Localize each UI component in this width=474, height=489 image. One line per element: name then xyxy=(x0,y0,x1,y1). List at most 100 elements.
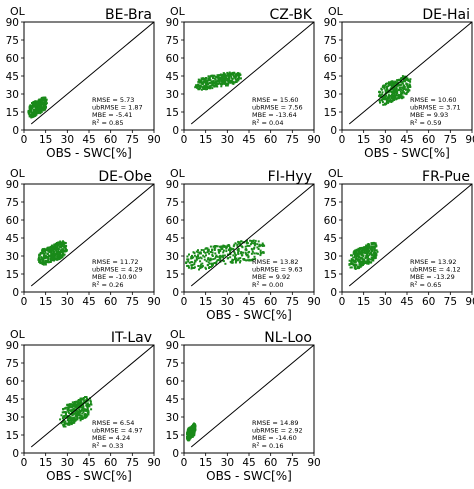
scatter-point xyxy=(379,94,382,97)
scatter-point xyxy=(43,254,46,257)
scatter-point xyxy=(191,264,194,266)
scatter-point xyxy=(189,434,192,437)
x-tick-label: 45 xyxy=(242,296,255,308)
scatter-point xyxy=(401,96,404,99)
scatter-point xyxy=(37,109,40,112)
x-tick-label: 90 xyxy=(147,134,160,146)
scatter-point xyxy=(66,417,69,419)
scatter-point xyxy=(225,247,228,250)
stat-r2: R2 = 0.33 xyxy=(92,441,123,450)
scatter-point xyxy=(215,81,217,83)
scatter-point xyxy=(353,267,356,270)
scatter-point xyxy=(244,251,247,254)
scatter-point xyxy=(35,101,38,104)
scatter-point xyxy=(223,81,226,84)
scatter-point xyxy=(66,404,69,407)
scatter-point xyxy=(200,263,203,266)
scatter-point xyxy=(187,438,190,440)
scatter-point xyxy=(190,432,193,435)
scatter-point xyxy=(57,244,60,247)
scatter-point xyxy=(198,79,201,82)
scatter-point xyxy=(42,259,44,262)
scatter-point xyxy=(401,89,404,92)
scatter-point xyxy=(60,245,63,248)
scatter-point xyxy=(193,429,196,432)
scatter-point xyxy=(215,254,218,257)
scatter-point xyxy=(72,418,74,421)
scatter-point xyxy=(370,256,373,259)
site-title: DE-Obe xyxy=(98,169,152,185)
scatter-point xyxy=(216,255,219,258)
y-tick-label: 30 xyxy=(166,412,179,424)
x-tick-label: 90 xyxy=(147,296,160,308)
scatter-point xyxy=(360,260,363,263)
scatter-point xyxy=(54,244,57,247)
scatter-point xyxy=(41,97,44,100)
x-tick-label: 0 xyxy=(181,134,188,146)
y-tick-label: 45 xyxy=(166,71,179,83)
scatter-point xyxy=(188,433,191,436)
scatter-point xyxy=(62,418,65,421)
one-to-one-line xyxy=(190,183,315,287)
scatter-point xyxy=(32,115,35,118)
scatter-point xyxy=(351,259,354,261)
scatter-point xyxy=(85,396,88,398)
y-tick-label: 45 xyxy=(6,394,19,406)
scatter-point xyxy=(350,260,353,263)
scatter-point xyxy=(257,252,260,255)
site-title: IT-Lav xyxy=(111,330,152,346)
scatter-point xyxy=(404,75,406,78)
scatter-point xyxy=(226,257,229,260)
one-to-one-line xyxy=(30,21,155,125)
one-to-one-line xyxy=(30,344,155,448)
scatter-point xyxy=(216,245,219,248)
scatter-point xyxy=(234,242,237,245)
scatter-point xyxy=(63,411,66,414)
scatter-point xyxy=(235,257,238,260)
scatter-point xyxy=(68,412,71,415)
y-tick-label: 0 xyxy=(172,125,179,137)
stat-line: MBE = -10.90 xyxy=(92,273,137,281)
scatter-point xyxy=(208,82,211,84)
stat-line: ubRMSE = 4.12 xyxy=(410,266,461,274)
scatter-point xyxy=(54,248,57,251)
scatter-point xyxy=(360,247,363,250)
scatter-point xyxy=(387,84,390,87)
scatter-point xyxy=(386,89,389,92)
scatter-point xyxy=(391,90,394,93)
scatter-point xyxy=(39,252,42,254)
scatter-point xyxy=(371,250,374,253)
scatter-point xyxy=(64,425,67,428)
scatter-point xyxy=(365,252,368,255)
scatter-point xyxy=(354,259,357,262)
y-tick-label: 30 xyxy=(6,251,19,263)
scatter-point xyxy=(356,265,359,268)
scatter-point xyxy=(213,85,216,88)
scatter-point xyxy=(246,244,249,247)
scatter-point xyxy=(222,78,225,81)
x-tick-label: 0 xyxy=(21,134,28,146)
scatter-point xyxy=(233,75,235,78)
scatter-point xyxy=(362,259,365,262)
scatter-point xyxy=(208,79,211,82)
scatter-point xyxy=(61,421,64,423)
scatter-point xyxy=(44,103,47,106)
scatter-point xyxy=(374,245,377,248)
stat-line: MBE = 9.93 xyxy=(410,111,448,119)
scatter-point xyxy=(48,251,51,253)
scatter-point xyxy=(81,412,84,415)
scatter-point xyxy=(353,263,356,266)
scatter-point xyxy=(390,101,393,103)
scatter-point xyxy=(43,247,46,250)
scatter-point xyxy=(59,418,62,421)
scatter-point xyxy=(62,250,65,252)
scatter-point xyxy=(59,243,62,246)
scatter-point xyxy=(395,91,398,94)
scatter-point xyxy=(190,261,193,264)
scatter-point xyxy=(69,416,72,419)
scatter-point xyxy=(214,78,217,81)
x-tick-label: 45 xyxy=(82,457,95,469)
corner-label: OL xyxy=(328,5,344,18)
scatter-point xyxy=(72,403,75,406)
scatter-point xyxy=(197,254,200,257)
